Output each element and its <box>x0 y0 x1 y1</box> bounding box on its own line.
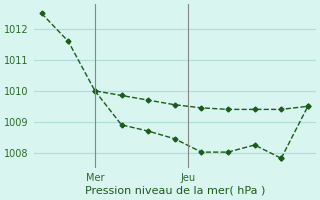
X-axis label: Pression niveau de la mer( hPa ): Pression niveau de la mer( hPa ) <box>84 186 265 196</box>
